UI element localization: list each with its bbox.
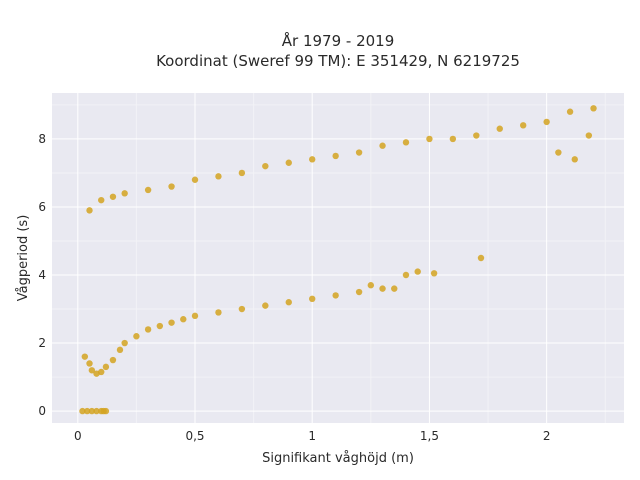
scatter-point xyxy=(191,312,199,320)
scatter-point xyxy=(86,360,93,367)
scatter-point xyxy=(102,407,110,415)
scatter-point xyxy=(473,132,480,139)
scatter-point xyxy=(332,292,339,299)
scatter-point xyxy=(116,346,124,354)
scatter-point xyxy=(585,132,593,139)
x-tick-label: 1,5 xyxy=(420,429,439,443)
scatter-point xyxy=(168,319,175,326)
scatter-point xyxy=(477,254,485,262)
scatter-point xyxy=(355,149,363,156)
scatter-point xyxy=(81,353,89,360)
scatter-point xyxy=(402,271,410,279)
scatter-point xyxy=(590,105,597,112)
plot-area xyxy=(52,93,624,423)
scatter-point xyxy=(88,407,96,415)
y-tick-label: 6 xyxy=(38,200,46,214)
scatter-point xyxy=(180,316,187,323)
scatter-point xyxy=(168,183,175,190)
scatter-point xyxy=(332,152,339,160)
scatter-point xyxy=(402,139,410,146)
scatter-point xyxy=(430,270,438,277)
scatter-point xyxy=(566,108,574,115)
scatter-point xyxy=(215,173,222,180)
chart-title-line-1: År 1979 - 2019 xyxy=(282,31,395,50)
scatter-point xyxy=(83,407,91,415)
scatter-point xyxy=(285,159,292,166)
y-tick-label: 8 xyxy=(38,132,46,146)
scatter-point xyxy=(79,407,86,415)
x-tick-label: 0 xyxy=(74,429,82,443)
x-tick-label: 1 xyxy=(308,429,316,443)
data-points xyxy=(79,105,597,415)
scatter-point xyxy=(133,333,140,340)
scatter-point xyxy=(191,176,199,183)
y-tick-label: 2 xyxy=(38,336,46,350)
x-tick-label: 0,5 xyxy=(185,429,204,443)
scatter-point xyxy=(98,196,105,204)
scatter-point xyxy=(262,162,269,170)
scatter-point xyxy=(215,309,222,316)
scatter-point xyxy=(238,305,246,313)
scatter-point xyxy=(86,207,93,214)
scatter-point xyxy=(262,302,269,309)
y-tick-label: 0 xyxy=(38,404,46,418)
chart-title-line-2: Koordinat (Sweref 99 TM): E 351429, N 62… xyxy=(156,52,520,70)
scatter-point xyxy=(102,363,110,371)
scatter-point xyxy=(285,299,292,306)
scatter-point xyxy=(144,186,152,194)
scatter-point xyxy=(93,407,100,415)
scatter-point xyxy=(519,122,527,129)
scatter-point xyxy=(414,268,421,275)
scatter-point xyxy=(98,368,105,376)
scatter-point xyxy=(121,339,128,347)
scatter-point xyxy=(426,135,433,143)
y-axis-ticks: 0 2 4 6 8 xyxy=(38,132,46,418)
scatter-point xyxy=(496,125,503,132)
scatter-point xyxy=(355,288,363,296)
x-axis-ticks: 0 0,5 1 1,5 2 xyxy=(74,429,550,443)
grid-lines xyxy=(52,93,624,423)
scatter-point xyxy=(238,169,246,177)
scatter-point xyxy=(543,118,550,126)
scatter-point xyxy=(88,367,96,374)
x-tick-label: 2 xyxy=(543,429,551,443)
scatter-point xyxy=(309,295,316,303)
scatter-point xyxy=(555,149,562,156)
scatter-point xyxy=(379,142,386,149)
scatter-point xyxy=(309,156,316,163)
x-axis-label: Signifikant våghöjd (m) xyxy=(262,451,414,466)
scatter-point xyxy=(379,285,386,292)
scatter-point xyxy=(367,282,375,289)
y-axis-label: Vågperiod (s) xyxy=(16,215,31,302)
scatter-point xyxy=(571,156,578,163)
scatter-point xyxy=(391,285,398,292)
scatter-point xyxy=(449,135,457,143)
scatter-point xyxy=(156,322,164,330)
scatter-point xyxy=(109,193,117,200)
scatter-point xyxy=(109,356,117,364)
scatter-point xyxy=(144,326,152,333)
y-tick-label: 4 xyxy=(38,268,46,282)
scatter-point xyxy=(121,190,128,197)
